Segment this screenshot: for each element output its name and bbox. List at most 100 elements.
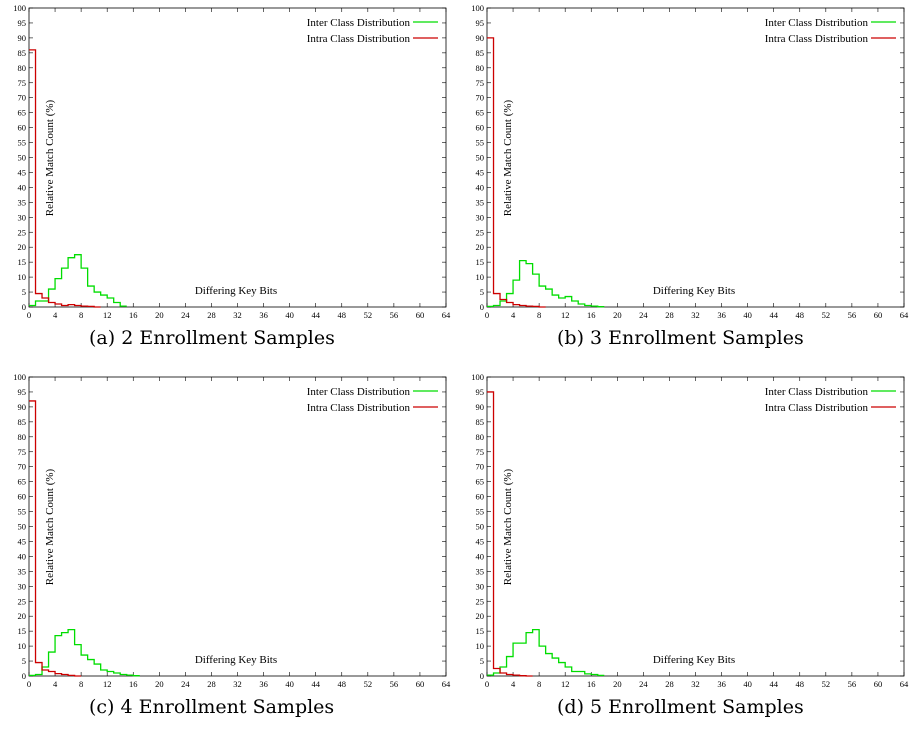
y-tick-label: 40 (476, 551, 485, 561)
x-tick-label: 16 (587, 310, 596, 320)
chart-d-svg: 0510152025303540455055606570758085909510… (471, 372, 909, 689)
x-tick-label: 36 (259, 310, 268, 320)
plot-frame (486, 376, 905, 677)
x-tick-label: 48 (796, 310, 805, 320)
y-tick-label: 60 (476, 492, 485, 502)
x-tick-label: 4 (53, 679, 58, 689)
y-tick-label: 10 (476, 641, 485, 651)
y-tick-label: 25 (476, 227, 485, 237)
series-line-intra-class (29, 400, 82, 677)
y-axis-label: Relative Match Count (%) (502, 99, 514, 216)
x-tick-label: 44 (769, 310, 778, 320)
y-tick-label: 10 (18, 641, 27, 651)
y-tick-label: 20 (18, 611, 27, 621)
y-tick-label: 0 (480, 671, 484, 681)
x-tick-label: 48 (338, 679, 347, 689)
legend-label: Intra Class Distribution (307, 33, 411, 45)
y-tick-label: 10 (18, 272, 27, 282)
chart-b-caption: (b) 3 Enrollment Samples (557, 327, 804, 349)
y-tick-label: 50 (18, 153, 27, 163)
y-tick-label: 95 (18, 387, 27, 397)
chart-panel-b: 0 5 10 15 20 25 30 35 40 45 50 55 60 65 70 75 80 85 90 95 10… (458, 0, 918, 369)
x-tick-label: 12 (103, 310, 112, 320)
series-line-inter-class (29, 629, 140, 677)
chart-a-svg: 0510152025303540455055606570758085909510… (13, 3, 451, 320)
plot-frame (28, 7, 447, 308)
x-tick-label: 36 (259, 679, 268, 689)
y-tick-label: 0 (22, 671, 26, 681)
x-tick-label: 56 (848, 310, 857, 320)
x-tick-label: 20 (613, 310, 622, 320)
x-tick-label: 32 (233, 310, 242, 320)
x-tick-label: 0 (485, 310, 489, 320)
x-tick-label: 0 (27, 310, 31, 320)
x-axis-label: Differing Key Bits (195, 654, 277, 666)
chart-b-svg: 0510152025303540455055606570758085909510… (471, 3, 909, 320)
x-tick-label: 0 (27, 679, 31, 689)
x-tick-label: 56 (390, 679, 399, 689)
y-axis-label: Relative Match Count (%) (44, 99, 56, 216)
x-tick-label: 24 (181, 310, 190, 320)
y-tick-label: 65 (18, 477, 27, 487)
x-tick-label: 16 (587, 679, 596, 689)
y-tick-label: 20 (18, 242, 27, 252)
y-tick-label: 80 (476, 432, 485, 442)
legend-label: Inter Class Distribution (765, 386, 869, 398)
y-tick-label: 45 (476, 536, 485, 546)
chart-d-caption: (d) 5 Enrollment Samples (557, 696, 804, 718)
chart-a-caption: (a) 2 Enrollment Samples (89, 327, 335, 349)
y-tick-label: 85 (476, 48, 485, 58)
y-tick-label: 15 (18, 257, 27, 267)
y-tick-label: 100 (13, 372, 26, 382)
x-tick-label: 40 (285, 310, 294, 320)
y-tick-label: 0 (22, 302, 26, 312)
y-tick-label: 5 (22, 656, 26, 666)
y-tick-label: 70 (476, 93, 485, 103)
series-line-inter-class (29, 254, 127, 307)
x-tick-label: 32 (691, 310, 700, 320)
x-tick-label: 8 (79, 679, 83, 689)
y-tick-label: 95 (476, 18, 485, 28)
x-tick-label: 4 (53, 310, 58, 320)
y-tick-label: 100 (471, 372, 484, 382)
x-tick-label: 44 (769, 679, 778, 689)
y-tick-label: 40 (476, 182, 485, 192)
x-tick-label: 28 (207, 310, 216, 320)
y-tick-label: 75 (18, 447, 27, 457)
x-tick-label: 56 (390, 310, 399, 320)
x-tick-label: 4 (511, 679, 516, 689)
y-tick-label: 30 (18, 212, 27, 222)
x-tick-label: 60 (874, 679, 883, 689)
y-tick-label: 70 (18, 462, 27, 472)
x-tick-label: 36 (717, 679, 726, 689)
x-tick-label: 44 (311, 679, 320, 689)
legend-label: Intra Class Distribution (307, 402, 411, 414)
x-tick-label: 12 (561, 679, 570, 689)
y-tick-label: 100 (13, 3, 26, 13)
x-tick-label: 20 (155, 310, 164, 320)
y-tick-label: 70 (18, 93, 27, 103)
y-tick-label: 90 (18, 33, 27, 43)
x-tick-label: 8 (537, 310, 541, 320)
y-tick-label: 95 (476, 387, 485, 397)
y-tick-label: 15 (476, 257, 485, 267)
y-tick-label: 25 (476, 596, 485, 606)
x-tick-label: 32 (233, 679, 242, 689)
y-tick-label: 35 (18, 197, 27, 207)
y-tick-label: 20 (476, 611, 485, 621)
x-tick-label: 12 (103, 679, 112, 689)
y-tick-label: 75 (476, 447, 485, 457)
x-tick-label: 56 (848, 679, 857, 689)
y-tick-label: 35 (18, 566, 27, 576)
y-tick-label: 55 (476, 507, 485, 517)
y-tick-label: 45 (476, 167, 485, 177)
x-tick-label: 36 (717, 310, 726, 320)
y-tick-label: 50 (476, 522, 485, 532)
y-tick-label: 90 (18, 402, 27, 412)
x-tick-label: 28 (207, 679, 216, 689)
legend-label: Inter Class Distribution (765, 17, 869, 29)
series-line-intra-class (29, 49, 101, 308)
x-tick-label: 64 (900, 679, 909, 689)
y-tick-label: 65 (18, 108, 27, 118)
y-tick-label: 80 (18, 432, 27, 442)
